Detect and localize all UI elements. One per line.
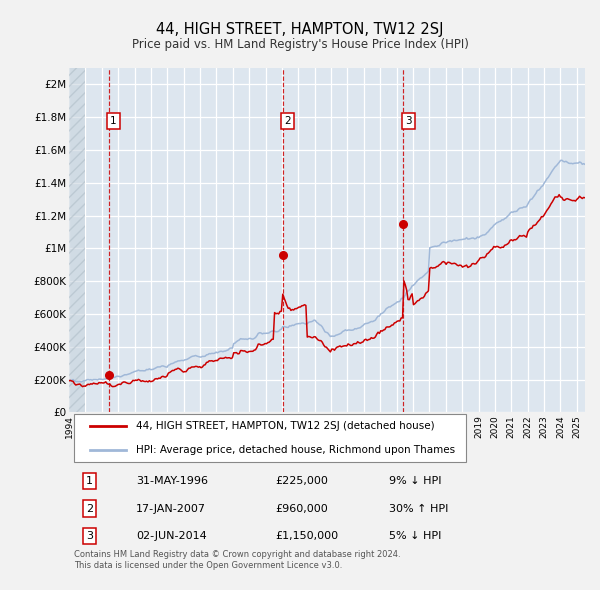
Text: Price paid vs. HM Land Registry's House Price Index (HPI): Price paid vs. HM Land Registry's House …: [131, 38, 469, 51]
Text: 30% ↑ HPI: 30% ↑ HPI: [389, 504, 448, 513]
FancyBboxPatch shape: [74, 414, 466, 462]
Bar: [69, 68, 85, 412]
Text: £1,150,000: £1,150,000: [275, 532, 338, 541]
Text: 2: 2: [86, 504, 93, 513]
Text: 1: 1: [86, 476, 93, 486]
Text: Contains HM Land Registry data © Crown copyright and database right 2024.
This d: Contains HM Land Registry data © Crown c…: [74, 549, 401, 571]
Text: 9% ↓ HPI: 9% ↓ HPI: [389, 476, 442, 486]
Text: 31-MAY-1996: 31-MAY-1996: [136, 476, 208, 486]
Text: 44, HIGH STREET, HAMPTON, TW12 2SJ: 44, HIGH STREET, HAMPTON, TW12 2SJ: [156, 22, 444, 37]
Text: 2: 2: [284, 116, 291, 126]
Text: 3: 3: [405, 116, 412, 126]
Text: HPI: Average price, detached house, Richmond upon Thames: HPI: Average price, detached house, Rich…: [136, 445, 455, 455]
Text: 1: 1: [110, 116, 117, 126]
Text: 3: 3: [86, 532, 93, 541]
Text: 5% ↓ HPI: 5% ↓ HPI: [389, 532, 441, 541]
Text: 44, HIGH STREET, HAMPTON, TW12 2SJ (detached house): 44, HIGH STREET, HAMPTON, TW12 2SJ (deta…: [136, 421, 435, 431]
Text: £960,000: £960,000: [275, 504, 328, 513]
Text: 02-JUN-2014: 02-JUN-2014: [136, 532, 207, 541]
Text: 17-JAN-2007: 17-JAN-2007: [136, 504, 206, 513]
Text: £225,000: £225,000: [275, 476, 328, 486]
